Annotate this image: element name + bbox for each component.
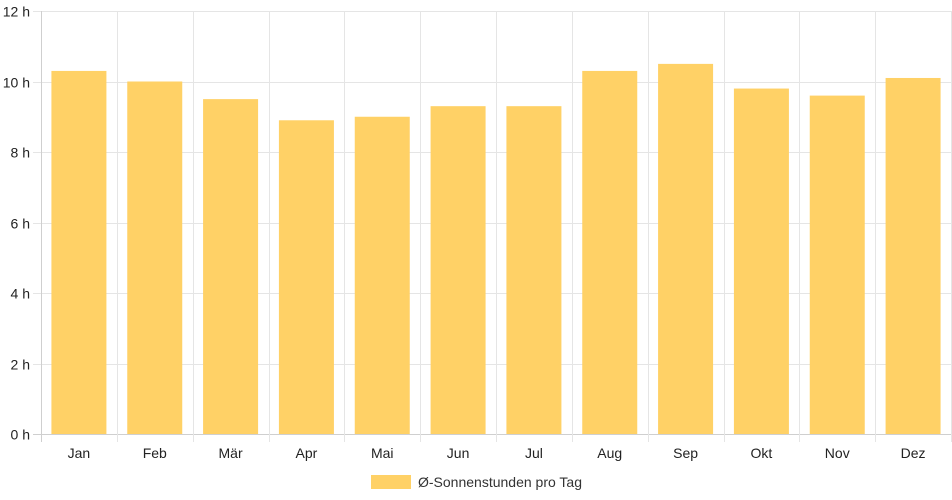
y-tick-label: 0 h <box>11 427 30 443</box>
x-tick-label: Okt <box>751 445 773 461</box>
bar-dez[interactable] <box>885 77 941 434</box>
bar-apr[interactable] <box>278 120 334 435</box>
y-tick-label: 6 h <box>11 216 30 232</box>
x-tick-label: Jul <box>525 445 543 461</box>
y-tick-label: 12 h <box>3 4 30 20</box>
x-tick-label: Dez <box>901 445 926 461</box>
bar-mai[interactable] <box>354 116 410 434</box>
bar-aug[interactable] <box>582 70 638 435</box>
legend-label: Ø-Sonnenstunden pro Tag <box>418 474 582 490</box>
legend[interactable]: Ø-Sonnenstunden pro Tag <box>371 474 582 490</box>
bar-jul[interactable] <box>506 106 562 435</box>
bar-mär[interactable] <box>203 99 259 434</box>
axes: 0 h 2 h 4 h 6 h 8 h 10 h 12 h Jan Feb Mär Apr Mai Ju… <box>3 4 926 462</box>
bar-sep[interactable] <box>658 63 714 434</box>
bar-jan[interactable] <box>51 70 107 435</box>
bar-feb[interactable] <box>127 81 183 435</box>
x-tick-label: Mär <box>219 445 243 461</box>
bars <box>51 63 941 435</box>
legend-swatch <box>371 475 411 489</box>
x-tick-label: Mai <box>371 445 394 461</box>
grid <box>33 11 952 442</box>
x-tick-label: Aug <box>597 445 622 461</box>
x-tick-label: Apr <box>296 445 318 461</box>
bar-okt[interactable] <box>733 88 789 435</box>
x-tick-label: Jan <box>68 445 91 461</box>
bar-nov[interactable] <box>809 95 865 434</box>
x-tick-label: Feb <box>143 445 167 461</box>
y-tick-label: 4 h <box>11 286 30 302</box>
x-tick-label: Nov <box>825 445 850 461</box>
y-tick-label: 8 h <box>11 145 30 161</box>
y-tick-label: 10 h <box>3 75 30 91</box>
bar-jun[interactable] <box>430 106 486 435</box>
x-tick-label: Jun <box>447 445 470 461</box>
x-tick-label: Sep <box>673 445 698 461</box>
y-tick-label: 2 h <box>11 357 30 373</box>
